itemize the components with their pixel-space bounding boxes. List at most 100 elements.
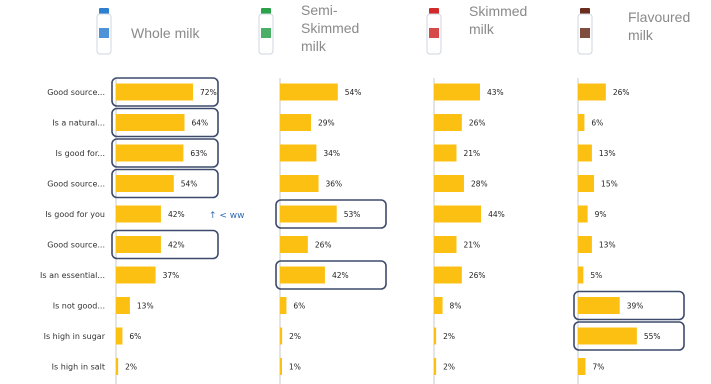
bar: [434, 297, 443, 314]
data-label: 64%: [191, 119, 208, 128]
bar: [434, 327, 437, 345]
data-label: 5%: [590, 271, 602, 280]
bar: [578, 358, 586, 375]
milk-bottle-icon: [426, 8, 442, 55]
bar: [280, 236, 308, 253]
bar: [578, 266, 584, 284]
highlight-box: [111, 77, 219, 107]
bottle-label: [261, 28, 271, 38]
highlight-box: [111, 138, 219, 168]
data-label: 15%: [601, 180, 618, 189]
series-title: Skimmed: [301, 20, 359, 36]
bar: [578, 114, 585, 131]
bar: [116, 297, 130, 314]
bar: [116, 358, 119, 375]
data-label: 44%: [488, 210, 505, 219]
data-label: 7%: [592, 363, 604, 372]
data-label: 26%: [613, 88, 630, 97]
data-label: 26%: [469, 271, 486, 280]
data-label: 42%: [168, 241, 185, 250]
category-label: Is a natural...: [52, 119, 105, 128]
data-label: 36%: [326, 180, 343, 189]
data-label: 2%: [289, 332, 301, 341]
data-label: 13%: [599, 241, 616, 250]
data-label: 21%: [463, 241, 480, 250]
bar: [578, 175, 595, 192]
bar: [578, 83, 606, 101]
bar: [280, 144, 317, 162]
bar: [116, 114, 185, 131]
data-label: 9%: [595, 210, 607, 219]
data-label: 72%: [200, 88, 217, 97]
data-label: 6%: [129, 332, 141, 341]
series-title: Skimmed: [469, 3, 527, 19]
bar: [280, 114, 312, 131]
highlight-box: [111, 229, 219, 260]
bottle-cap: [99, 8, 109, 14]
category-label: Is high in sugar: [44, 332, 106, 341]
bar: [116, 266, 156, 284]
bar: [578, 236, 592, 253]
bar: [280, 297, 287, 314]
series-title: Flavoured: [628, 9, 690, 25]
data-label: 63%: [190, 149, 207, 158]
data-label: 2%: [125, 363, 137, 372]
bar: [280, 175, 319, 192]
bar: [116, 83, 194, 101]
bar: [280, 266, 325, 284]
data-label: 54%: [345, 88, 362, 97]
bar: [434, 114, 462, 131]
data-label: 13%: [599, 149, 616, 158]
data-label: 42%: [168, 210, 185, 219]
data-label: 39%: [627, 302, 644, 311]
highlight-box: [573, 290, 685, 321]
bar: [280, 83, 338, 101]
milk-bottle-icon: [577, 8, 593, 55]
category-label: Good source...: [47, 88, 105, 97]
highlight-box: [111, 168, 219, 199]
bar: [434, 236, 457, 253]
highlight-box: [275, 199, 387, 229]
milk-bottle-icon: [96, 8, 112, 55]
bar: [578, 327, 637, 345]
data-label: 26%: [315, 241, 332, 250]
series-title: Whole milk: [131, 25, 200, 41]
category-label: Good source...: [47, 180, 105, 189]
series-title: milk: [301, 38, 327, 54]
data-label: 37%: [163, 271, 180, 280]
bar: [116, 327, 123, 345]
category-label: Is good for...: [56, 149, 105, 158]
bar: [434, 358, 437, 375]
data-label: 6%: [293, 302, 305, 311]
data-label: 2%: [443, 332, 455, 341]
data-label: 6%: [591, 119, 603, 128]
highlight-box: [275, 260, 387, 290]
category-label: Is not good...: [53, 302, 105, 311]
bottle-label: [99, 28, 109, 38]
data-label: 29%: [318, 119, 335, 128]
bottle-label: [580, 28, 590, 38]
data-label: 8%: [450, 302, 462, 311]
data-label: 1%: [289, 363, 301, 372]
data-label: 34%: [323, 149, 340, 158]
data-label: 42%: [332, 271, 349, 280]
data-label: 28%: [471, 180, 488, 189]
bar: [434, 144, 457, 162]
bar: [434, 205, 482, 223]
data-label: 21%: [463, 149, 480, 158]
bar: [116, 205, 161, 223]
bottle-cap: [261, 8, 271, 14]
bottle-cap: [429, 8, 439, 14]
bar: [434, 83, 481, 101]
data-label: 43%: [487, 88, 504, 97]
data-label: 13%: [137, 302, 154, 311]
data-label: 2%: [443, 363, 455, 372]
data-label: 55%: [644, 332, 661, 341]
data-label: 26%: [469, 119, 486, 128]
category-label: Is good for you: [45, 210, 105, 219]
data-label: 53%: [344, 210, 361, 219]
data-label: 54%: [181, 180, 198, 189]
bar: [578, 144, 592, 162]
bar: [116, 236, 161, 253]
